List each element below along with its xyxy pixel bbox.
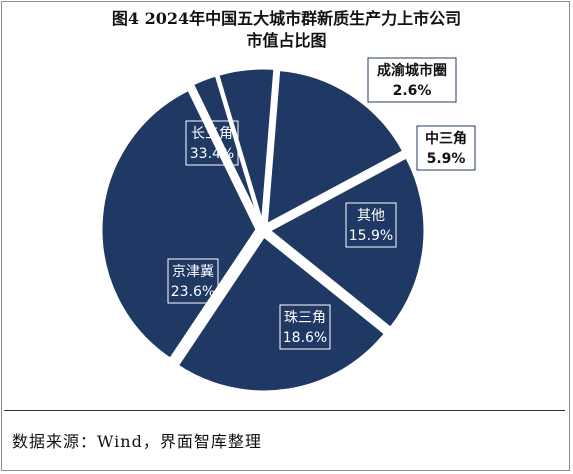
slice-label-zhongsanjiao: 中三角 5.9%	[416, 125, 476, 171]
slice-category-zhusanjiao: 珠三角	[284, 310, 326, 326]
pie-slice-jingjinji	[175, 233, 388, 394]
pie-slice-changsanjiao	[99, 87, 259, 362]
slice-category-chengyu: 成渝城市圈	[377, 62, 447, 79]
slice-value-other: 15.9%	[349, 228, 393, 244]
pie-slice-chengyu	[190, 73, 263, 226]
slice-value-jingjinji: 23.6%	[171, 284, 215, 300]
slice-label-box-changsanjiao	[185, 120, 239, 166]
slice-label-box-zhusanjiao	[279, 304, 331, 350]
chart-title: 图4 2024年中国五大城市群新质生产力上市公司 市值占比图	[2, 8, 571, 52]
slice-value-changsanjiao: 33.4%	[190, 146, 234, 162]
chart-title-line-1: 图4 2024年中国五大城市群新质生产力上市公司	[111, 9, 462, 28]
source-note: 数据来源：Wind，界面智库整理	[12, 432, 262, 451]
slice-category-other: 其他	[357, 208, 385, 224]
pie-slice-zhongsanjiao	[215, 66, 277, 225]
chart-title-line-2: 市值占比图	[246, 31, 327, 50]
slice-label-chengyu: 成渝城市圈 2.6%	[367, 57, 457, 103]
slice-value-zhusanjiao: 18.6%	[283, 330, 327, 346]
slice-category-zhongsanjiao: 中三角	[425, 130, 467, 147]
source-divider	[4, 410, 565, 411]
slice-label-zhusanjiao: 珠三角 18.6%	[279, 304, 331, 350]
slice-value-chengyu: 2.6%	[393, 83, 432, 99]
slice-label-changsanjiao: 长三角 33.4%	[185, 120, 239, 166]
slice-category-jingjinji: 京津冀	[172, 264, 214, 280]
slice-label-box-chengyu	[367, 57, 457, 103]
slice-category-changsanjiao: 长三角	[191, 126, 233, 142]
slice-label-box-jingjinji	[167, 258, 219, 304]
slice-label-other: 其他 15.9%	[345, 202, 397, 248]
slice-label-jingjinji: 京津冀 23.6%	[167, 258, 219, 304]
slice-label-box-zhongsanjiao	[416, 125, 476, 171]
pie-slice-other	[264, 67, 406, 228]
pie-slice-zhusanjiao	[266, 154, 427, 331]
slice-value-zhongsanjiao: 5.9%	[427, 151, 466, 167]
slice-label-box-other	[345, 202, 397, 248]
